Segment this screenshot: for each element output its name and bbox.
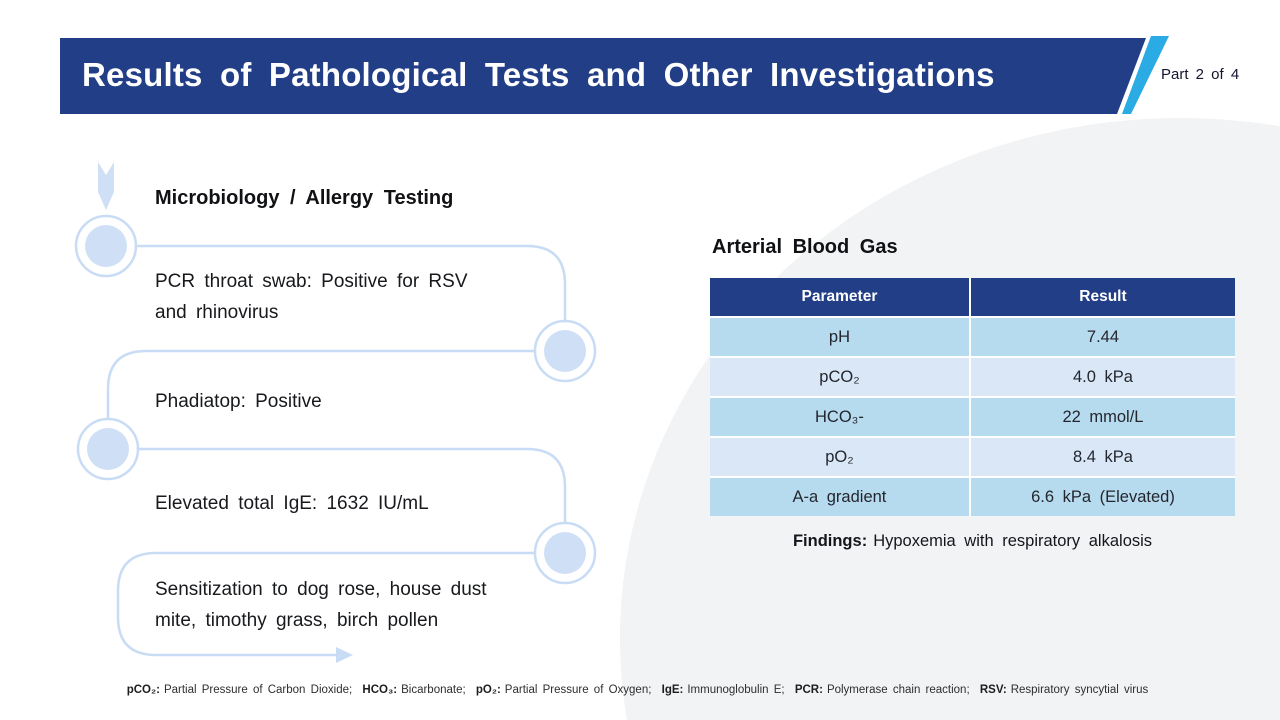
connector-node-ring <box>533 319 597 383</box>
connector-node <box>544 532 586 574</box>
table-cell-parameter: HCO₃- <box>710 398 969 436</box>
abbreviation: RSV: Respiratory syncytial virus <box>980 684 1148 696</box>
abbreviations-footer: pCO₂: Partial Pressure of Carbon Dioxide;… <box>0 684 1280 696</box>
abbreviation-definition: Bicarbonate; <box>401 684 466 696</box>
list-item: Sensitization to dog rose, house dust mi… <box>155 574 487 636</box>
flow-arrowhead-icon <box>336 647 353 663</box>
connector-segment-2 <box>106 349 537 421</box>
findings-line: Findings: Hypoxemia with respiratory alka… <box>710 532 1235 551</box>
connector-node <box>85 225 127 267</box>
list-item: Elevated total IgE: 1632 IU/mL <box>155 488 429 519</box>
table-cell-parameter: pH <box>710 318 969 356</box>
abbreviation-definition: Partial Pressure of Carbon Dioxide; <box>163 684 353 696</box>
abbreviation-term: pO₂: <box>475 684 501 696</box>
section-heading-abg: Arterial Blood Gas <box>712 236 898 258</box>
abbreviation: pO₂: Partial Pressure of Oxygen; <box>476 684 652 696</box>
connector-node-ring <box>74 214 138 278</box>
list-item-line: Phadiatop: Positive <box>155 391 322 412</box>
list-item-line: PCR throat swab: Positive for RSV <box>155 271 468 292</box>
connector-node-ring <box>76 417 140 481</box>
page-title: Results of Pathological Tests and Other … <box>82 56 995 93</box>
banner-shape <box>60 38 1146 114</box>
banner-accent-stripe <box>1122 36 1169 114</box>
findings-label: Findings: <box>792 532 868 550</box>
table-cell-parameter: A-a gradient <box>710 478 969 516</box>
table-cell-result: 7.44 <box>970 318 1235 356</box>
findings-text: Hypoxemia with respiratory alkalosis <box>873 532 1153 550</box>
arrow-pin-icon <box>98 162 114 210</box>
list-item: PCR throat swab: Positive for RSV and rh… <box>155 266 468 328</box>
table-header-parameter: Parameter <box>710 278 969 316</box>
abbreviation-term: IgE: <box>661 684 684 696</box>
part-indicator: Part 2 of 4 <box>1161 66 1240 83</box>
abg-table: Parameter Result pH 7.44 pCO₂ 4.0 kPa HC… <box>710 278 1235 516</box>
abbreviation-term: PCR: <box>794 684 823 696</box>
abbreviation: pCO₂: Partial Pressure of Carbon Dioxide; <box>127 684 352 696</box>
connector-segment-4 <box>116 551 537 657</box>
connector-segment-1 <box>134 244 567 323</box>
abbreviation-definition: Polymerase chain reaction; <box>826 684 970 696</box>
abbreviation-term: RSV: <box>979 684 1007 696</box>
connector-node <box>87 428 129 470</box>
list-item-line: Sensitization to dog rose, house dust <box>155 579 487 600</box>
table-cell-result: 8.4 kPa <box>970 438 1235 476</box>
connector-node-ring <box>533 521 597 585</box>
section-heading-microbiology: Microbiology / Allergy Testing <box>155 187 454 209</box>
abbreviation-term: pCO₂: <box>126 684 160 696</box>
list-item-line: mite, timothy grass, birch pollen <box>155 610 439 631</box>
table-cell-parameter: pCO₂ <box>710 358 969 396</box>
list-item-line: and rhinovirus <box>155 302 279 323</box>
connector-segment-3 <box>136 447 567 525</box>
abbreviation: IgE: Immunoglobulin E; <box>662 684 785 696</box>
table-cell-result: 4.0 kPa <box>970 358 1235 396</box>
table-cell-result: 6.6 kPa (Elevated) <box>970 478 1235 516</box>
abbreviation: PCR: Polymerase chain reaction; <box>795 684 970 696</box>
table-header-result: Result <box>970 278 1235 316</box>
list-item-line: Elevated total IgE: 1632 IU/mL <box>155 493 429 514</box>
abbreviation: HCO₃: Bicarbonate; <box>362 684 465 696</box>
connector-node <box>544 330 586 372</box>
abbreviation-term: HCO₃: <box>362 684 398 696</box>
abbreviation-definition: Immunoglobulin E; <box>687 684 785 696</box>
table-cell-parameter: pO₂ <box>710 438 969 476</box>
list-item: Phadiatop: Positive <box>155 386 322 417</box>
title-banner <box>60 36 1169 114</box>
abbreviation-definition: Respiratory syncytial virus <box>1010 684 1149 696</box>
abbreviation-definition: Partial Pressure of Oxygen; <box>504 684 652 696</box>
flow-diagram <box>74 162 597 663</box>
table-cell-result: 22 mmol/L <box>970 398 1235 436</box>
